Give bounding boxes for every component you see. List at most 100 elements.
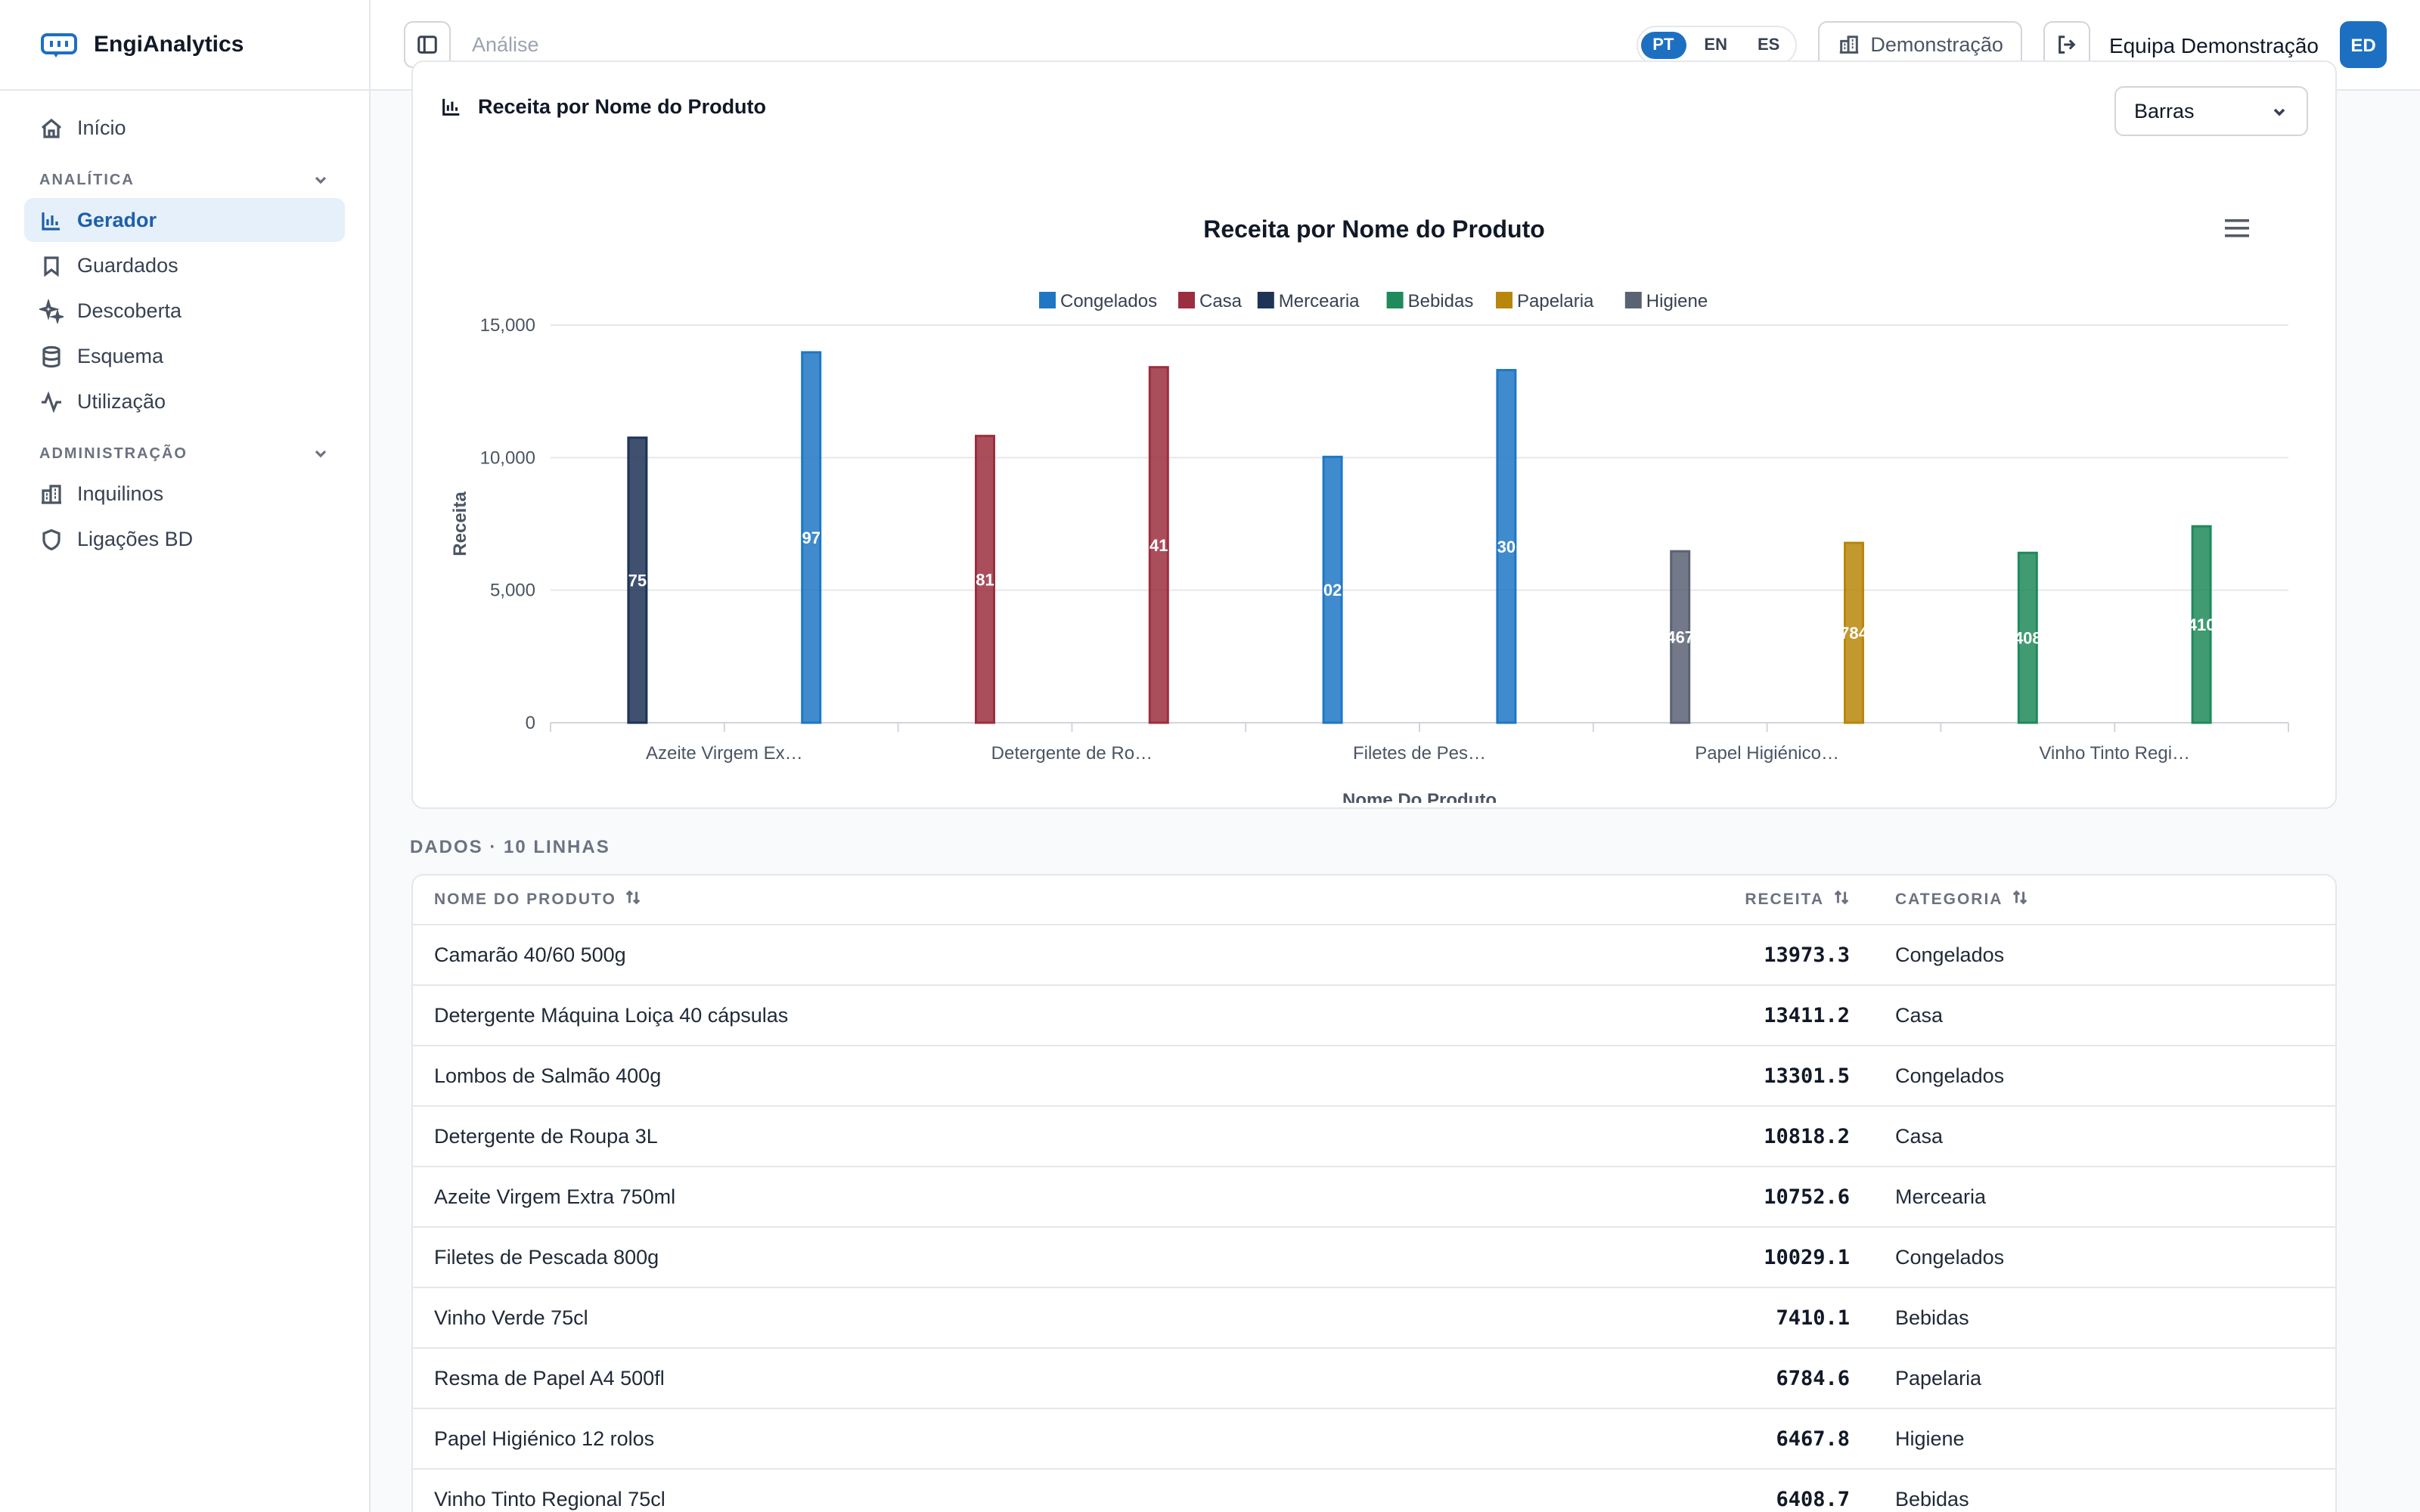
cell-category: Casa [1895, 1004, 1944, 1027]
table-row[interactable]: Vinho Tinto Regional 75cl 6408.7 Bebidas [413, 1470, 2335, 1512]
table-row[interactable]: Filetes de Pescada 800g 10029.1 Congelados [413, 1228, 2335, 1288]
cell-revenue: 13973.3 [1764, 943, 1850, 967]
section-analytics-label: ANALÍTICA [39, 172, 135, 188]
cell-category: Bebidas [1895, 1306, 1969, 1329]
table-row[interactable]: Azeite Virgem Extra 750ml 10752.6 Merceari… [413, 1167, 2335, 1228]
sidebar-item-ligacoes-bd[interactable]: Ligações BD [24, 517, 345, 561]
menu-icon-line [2225, 227, 2249, 230]
sidebar-item-label: Esquema [77, 345, 164, 367]
bar [801, 351, 822, 724]
chart-type-select[interactable]: Barras [2114, 86, 2308, 136]
bar [1496, 369, 1517, 724]
sidebar-item-utilizacao[interactable]: Utilização [24, 380, 345, 423]
sidebar: EngiAnalytics Início ANALÍTICA Gerador G… [0, 0, 371, 1512]
breadcrumb[interactable]: Análise [472, 33, 539, 56]
sidebar-item-guardados[interactable]: Guardados [24, 243, 345, 287]
table-row[interactable]: Detergente Máquina Loiça 40 cápsulas 1341… [413, 986, 2335, 1046]
legend-label: Papelaria [1517, 291, 1594, 311]
legend-swatch [1624, 292, 1642, 308]
brand[interactable]: EngiAnalytics [0, 0, 369, 91]
bar [1322, 455, 1343, 724]
column-label: CATEGORIA [1895, 891, 2003, 909]
sidebar-item-label: Inquilinos [77, 482, 164, 505]
column-header-category[interactable]: CATEGORIA [1850, 889, 2028, 910]
sidebar-item-inquilinos[interactable]: Inquilinos [24, 472, 345, 516]
cell-product: Filetes de Pescada 800g [434, 1246, 659, 1269]
cell-category: Congelados [1895, 1064, 2005, 1087]
x-tick-label: Azeite Virgem Ex… [646, 743, 803, 764]
bookmark-icon [44, 256, 59, 277]
language-option-en[interactable]: EN [1704, 36, 1727, 54]
column-header-revenue[interactable]: RECEITA [1683, 889, 1850, 910]
cell-category: Bebidas [1895, 1488, 1969, 1510]
chart-card-title: Receita por Nome do Produto [478, 95, 767, 118]
table-body: Camarão 40/60 500g 13973.3 Congelados Dete… [413, 925, 2335, 1512]
cell-category: Mercearia [1895, 1185, 1987, 1208]
legend-swatch [1178, 292, 1195, 308]
language-option-pt[interactable]: PT [1640, 31, 1686, 58]
bar-chart-icon [42, 212, 60, 230]
sort-icon [625, 889, 642, 910]
table-row[interactable]: Resma de Papel A4 500fl 6784.6 Papelaria [413, 1349, 2335, 1409]
language-option-es[interactable]: ES [1757, 36, 1780, 54]
sort-icon [2012, 889, 2028, 910]
data-table: NOME DO PRODUTO RECEITA CATEGORIA Camarã… [411, 874, 2337, 1512]
chevron-down-icon [315, 450, 327, 458]
cell-product: Vinho Verde 75cl [434, 1306, 588, 1329]
brand-name: EngiAnalytics [94, 32, 244, 57]
cell-category: Casa [1895, 1125, 1944, 1148]
table-row[interactable]: Vinho Verde 75cl 7410.1 Bebidas [413, 1288, 2335, 1349]
x-axis-title: Nome Do Produto [1342, 790, 1497, 803]
y-tick-label: 5,000 [490, 581, 535, 601]
chevron-down-icon [315, 176, 327, 184]
cell-product: Azeite Virgem Extra 750ml [434, 1185, 676, 1208]
table-row[interactable]: Lombos de Salmão 400g 13301.5 Congelados [413, 1046, 2335, 1107]
cell-product: Lombos de Salmão 400g [434, 1064, 662, 1087]
cell-product: Detergente Máquina Loiça 40 cápsulas [434, 1004, 789, 1027]
sidebar-item-descoberta[interactable]: Descoberta [24, 289, 345, 333]
column-label: RECEITA [1745, 891, 1824, 909]
y-tick-label: 10,000 [480, 448, 535, 468]
table-row[interactable]: Camarão 40/60 500g 13973.3 Congelados [413, 925, 2335, 986]
avatar[interactable]: ED [2340, 21, 2387, 68]
y-tick-label: 0 [526, 713, 535, 733]
sidebar-item-label: Guardados [77, 254, 178, 277]
tenant-label: Demonstração [1870, 33, 2003, 56]
bar-data-label: 467 [1666, 628, 1694, 647]
table-row[interactable]: Papel Higiénico 12 rolos 6467.8 Higiene [413, 1409, 2335, 1470]
logout-icon [2059, 36, 2077, 54]
bar-data-label: 410 [2188, 615, 2216, 634]
table-row[interactable]: Detergente de Roupa 3L 10818.2 Casa [413, 1107, 2335, 1167]
bar [627, 436, 648, 724]
column-header-product[interactable]: NOME DO PRODUTO [413, 889, 1683, 910]
database-icon [42, 345, 60, 367]
logout-button[interactable] [2043, 21, 2091, 68]
cell-product: Camarão 40/60 500g [434, 943, 626, 966]
sidebar-panel-icon [417, 36, 437, 54]
home-icon [41, 117, 62, 138]
cell-revenue: 10752.6 [1764, 1185, 1850, 1209]
cell-revenue: 10818.2 [1764, 1124, 1850, 1148]
table-header: NOME DO PRODUTO RECEITA CATEGORIA [413, 875, 2335, 925]
cell-revenue: 6467.8 [1776, 1427, 1850, 1451]
bar-data-label: 30 [1497, 538, 1516, 556]
sidebar-item-esquema[interactable]: Esquema [24, 334, 345, 378]
bar-data-label: 784 [1840, 624, 1868, 643]
sidebar-nav: Início ANALÍTICA Gerador Guardados Desco… [0, 91, 369, 578]
x-tick-label: Papel Higiénico… [1695, 743, 1839, 764]
section-analytics-toggle[interactable]: ANALÍTICA [24, 171, 345, 189]
bar-data-label: 75 [628, 571, 647, 590]
bar-data-label: 41 [1150, 536, 1168, 555]
cell-revenue: 6784.6 [1776, 1366, 1850, 1390]
sidebar-item-gerador[interactable]: Gerador [24, 198, 345, 242]
y-axis-title: Receita [450, 491, 470, 556]
sort-icon [1833, 889, 1850, 910]
section-admin-toggle[interactable]: ADMINISTRAÇÃO [24, 445, 345, 463]
sidebar-item-label: Início [77, 116, 126, 139]
legend-swatch [1039, 292, 1056, 308]
bar-data-label: 97 [802, 528, 820, 547]
chevron-down-icon [2273, 107, 2285, 116]
column-label: NOME DO PRODUTO [434, 891, 616, 909]
legend-label: Bebidas [1408, 291, 1474, 311]
sidebar-item-home[interactable]: Início [24, 106, 345, 150]
